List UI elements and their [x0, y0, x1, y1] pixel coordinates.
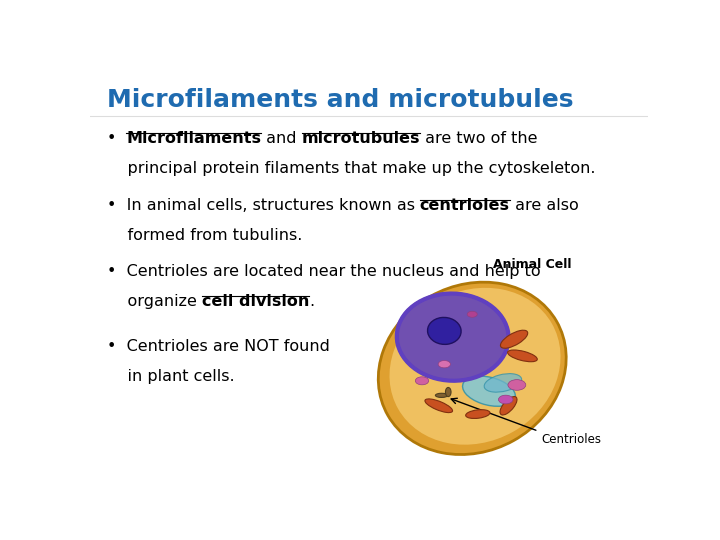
Text: principal protein filaments that make up the cytoskeleton.: principal protein filaments that make up…	[107, 161, 595, 176]
Ellipse shape	[508, 380, 526, 390]
Ellipse shape	[425, 399, 453, 413]
Ellipse shape	[436, 393, 448, 397]
Ellipse shape	[415, 377, 428, 385]
Ellipse shape	[428, 318, 461, 345]
Text: are two of the: are two of the	[420, 131, 538, 146]
Text: •  Centrioles are located near the nucleus and help to: • Centrioles are located near the nucleu…	[107, 265, 541, 279]
Ellipse shape	[466, 410, 490, 418]
Ellipse shape	[498, 395, 513, 404]
Text: •: •	[107, 131, 127, 146]
Text: microtubules: microtubules	[302, 131, 420, 146]
Text: .: .	[309, 294, 314, 309]
Text: organize: organize	[107, 294, 202, 309]
Text: are also: are also	[510, 198, 579, 213]
Text: Centrioles: Centrioles	[541, 433, 601, 446]
Text: in plant cells.: in plant cells.	[107, 369, 235, 384]
Ellipse shape	[446, 388, 451, 396]
Text: Animal Cell: Animal Cell	[492, 258, 572, 271]
Ellipse shape	[467, 311, 477, 318]
Text: •  Centrioles are NOT found: • Centrioles are NOT found	[107, 339, 330, 354]
Ellipse shape	[397, 294, 508, 381]
Text: •  In animal cells, structures known as: • In animal cells, structures known as	[107, 198, 420, 213]
Text: Microfilaments: Microfilaments	[127, 131, 261, 146]
Ellipse shape	[500, 396, 517, 415]
Ellipse shape	[462, 376, 516, 406]
Text: Microfilaments and microtubules: Microfilaments and microtubules	[107, 87, 573, 112]
Ellipse shape	[508, 350, 537, 362]
Ellipse shape	[378, 282, 566, 455]
Text: cell division: cell division	[202, 294, 309, 309]
Ellipse shape	[390, 288, 561, 444]
Ellipse shape	[500, 330, 528, 348]
Text: formed from tubulins.: formed from tubulins.	[107, 228, 302, 243]
Ellipse shape	[438, 361, 451, 368]
Ellipse shape	[484, 374, 522, 392]
Text: centrioles: centrioles	[420, 198, 510, 213]
Text: and: and	[261, 131, 302, 146]
